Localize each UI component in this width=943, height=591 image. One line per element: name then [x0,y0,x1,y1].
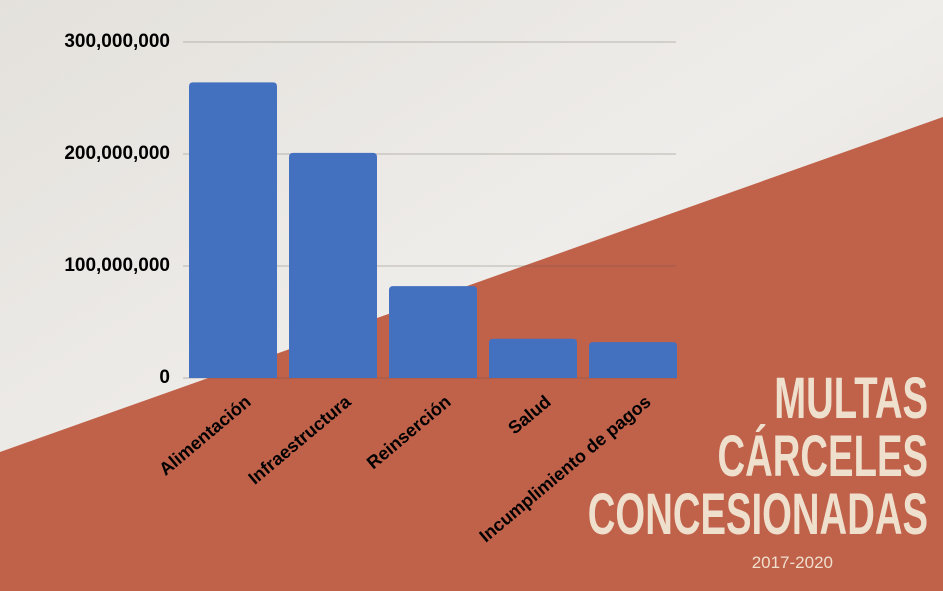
chart-title: CÁRCELES [717,423,928,489]
bar [189,82,277,378]
y-tick-label: 100,000,000 [64,255,170,276]
bar [289,152,377,378]
title-line: MULTAS [774,367,928,431]
y-tick-label: 200,000,000 [64,143,170,164]
title-line: CÁRCELES [717,423,928,489]
bar [589,342,677,378]
y-tick-label: 300,000,000 [64,31,170,52]
chart-title: MULTAS [774,367,928,431]
chart-title: CONCESIONADAS [588,483,928,547]
bar [489,338,577,378]
bar [389,286,477,378]
title-line: CONCESIONADAS [588,483,928,547]
chart-subtitle: 2017-2020 [752,553,833,572]
y-tick-label: 0 [159,367,170,388]
